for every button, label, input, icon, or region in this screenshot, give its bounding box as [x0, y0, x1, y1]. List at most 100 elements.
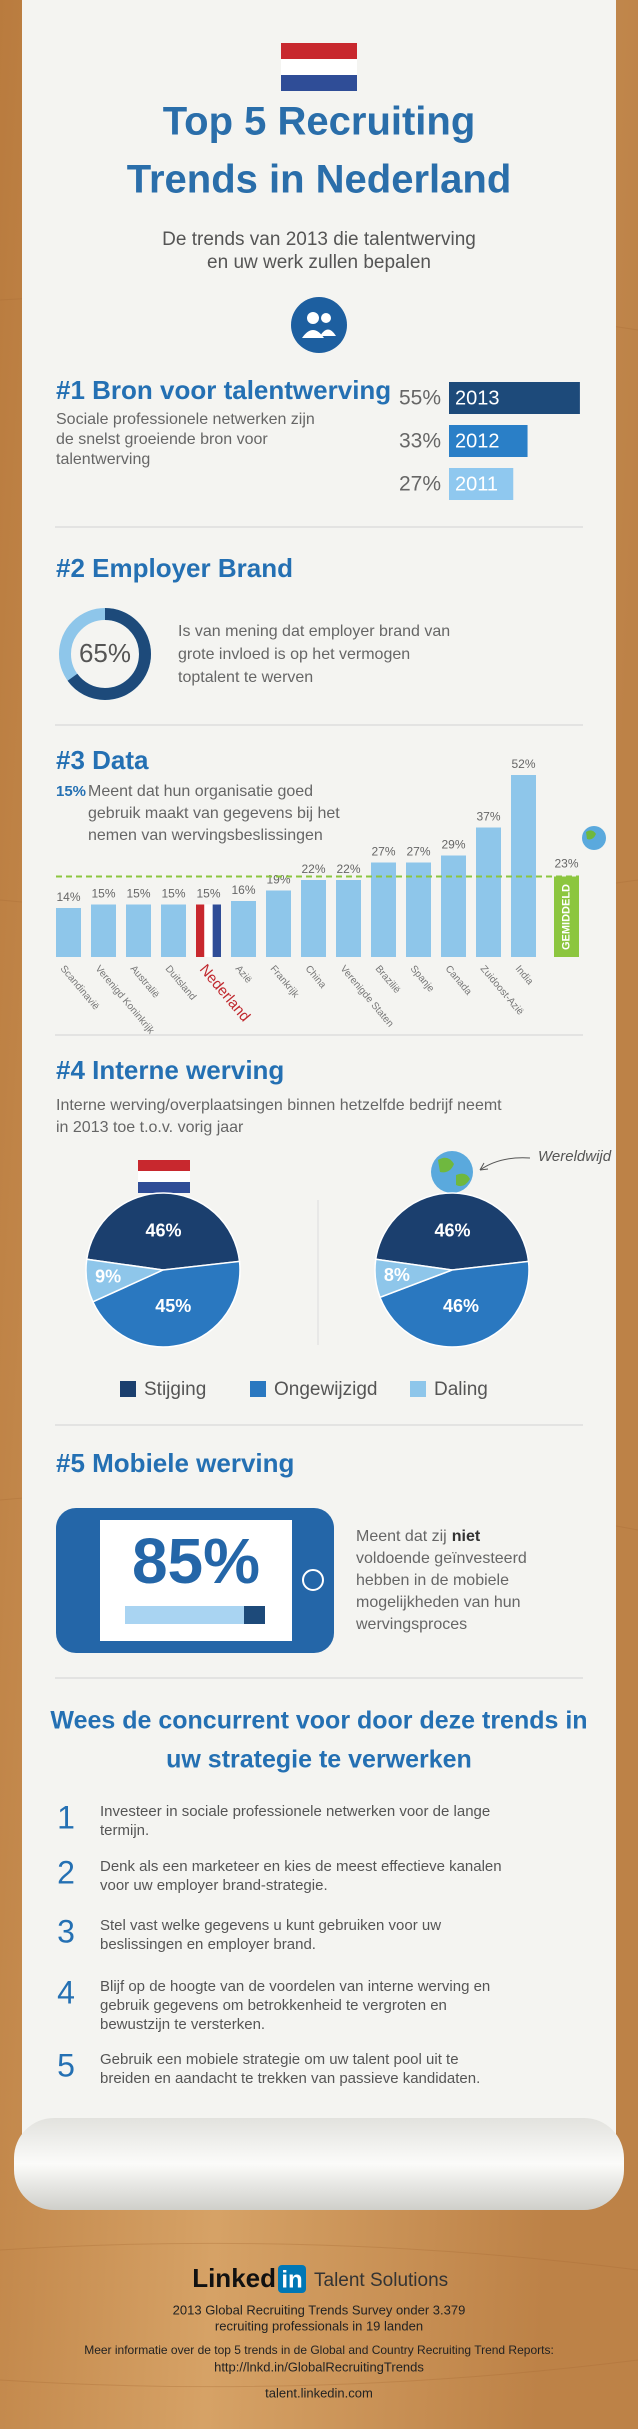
flag-small — [138, 1160, 190, 1193]
item-text: beslissingen en employer brand. — [100, 1936, 316, 1953]
bar — [406, 862, 431, 957]
value-label: 27% — [371, 845, 395, 859]
bar — [126, 904, 151, 957]
legend-swatch — [120, 1381, 136, 1397]
pie-slice — [374, 1192, 530, 1271]
item-text: breiden en aandacht te trekken van passi… — [100, 2070, 480, 2087]
value-label: 52% — [511, 757, 535, 771]
bar — [56, 908, 81, 957]
bar — [196, 904, 221, 957]
item-text: Blijf op de hoogte van de voordelen van … — [100, 1978, 490, 1995]
bar — [441, 855, 466, 957]
body-text: Meent dat zij — [356, 1528, 447, 1545]
slice-label: 45% — [155, 1296, 191, 1316]
body-text: Interne werving/overplaatsingen binnen h… — [56, 1097, 502, 1114]
subtitle: en uw werk zullen bepalen — [207, 252, 431, 273]
value-label: 15% — [91, 887, 115, 901]
average-bar — [554, 876, 579, 957]
value-label: 15% — [126, 887, 150, 901]
legend-entry: Ongewijzigd — [274, 1379, 378, 1400]
body-text: talentwerving — [56, 451, 150, 468]
value-label: 16% — [231, 883, 255, 897]
body-text: hebben in de mobiele — [356, 1572, 509, 1589]
body-text: grote invloed is op het vermogen — [178, 646, 410, 663]
pie-label: Wereldwijd — [538, 1148, 612, 1165]
heading: #4 Interne werving — [56, 1055, 284, 1085]
item-text: bewustzijn te versterken. — [100, 2016, 265, 2033]
bar — [91, 904, 116, 957]
value-label: 19% — [266, 873, 290, 887]
body-text: in 2013 toe t.o.v. vorig jaar — [56, 1119, 244, 1136]
bar — [449, 425, 528, 457]
average-name: GEMIDDELD — [560, 884, 572, 950]
people-icon — [291, 297, 347, 353]
value-label: 27% — [399, 473, 441, 496]
footer-url: talent.linkedin.com — [265, 2385, 373, 2400]
bar — [511, 775, 536, 957]
phone-value: 85% — [132, 1525, 260, 1597]
logo-box — [278, 2265, 306, 2293]
body-text: voldoende geïnvesteerd — [356, 1550, 527, 1567]
footer-line: http://lnkd.in/GlobalRecruitingTrends — [214, 2359, 424, 2374]
dividers — [55, 526, 583, 1679]
item-text: gebruik gegevens om betrokkenheid te ver… — [100, 1997, 447, 2014]
body-text: Is van mening dat employer brand van — [178, 623, 450, 640]
slice-label: 46% — [435, 1220, 471, 1240]
value-label: 15% — [161, 887, 185, 901]
item-number: 1 — [57, 1799, 75, 1835]
item-text: Gebruik een mobiele strategie om uw tale… — [100, 2051, 459, 2068]
value-label: 55% — [399, 387, 441, 410]
bar-stripe — [196, 904, 205, 957]
progress-bar — [125, 1606, 244, 1624]
item-text: Investeer in sociale professionele netwe… — [100, 1803, 490, 1820]
bar — [371, 862, 396, 957]
bar — [301, 880, 326, 957]
item-number: 4 — [57, 1974, 75, 2010]
bar — [449, 468, 514, 500]
subtitle: De trends van 2013 die talentwerving — [162, 229, 476, 250]
body-text: Meent dat hun organisatie goed — [88, 783, 313, 800]
footer-line: Meer informatie over de top 5 trends in … — [84, 2343, 554, 2357]
highlight: 15% — [56, 783, 86, 800]
heading: #3 Data — [56, 745, 149, 775]
pie-slice — [374, 1258, 453, 1299]
legend-swatch — [250, 1381, 266, 1397]
bar — [161, 904, 186, 957]
slice-label: 46% — [443, 1296, 479, 1316]
value-label: 37% — [476, 810, 500, 824]
legend-swatch — [410, 1381, 426, 1397]
slice-label: 9% — [95, 1267, 121, 1287]
body-text: gebruik maakt van gegevens bij het — [88, 805, 340, 822]
value-label: 15% — [196, 887, 220, 901]
average-label: 23% — [554, 857, 578, 871]
bar-stripe — [204, 904, 213, 957]
item-number: 5 — [57, 2047, 75, 2083]
logo-in: in — [281, 2266, 302, 2293]
value-label: 33% — [399, 430, 441, 453]
body-text: toptalent te werven — [178, 669, 313, 686]
body-text-bold: niet — [452, 1528, 481, 1545]
item-number: 3 — [57, 1913, 75, 1949]
heading: #5 Mobiele werving — [56, 1448, 294, 1478]
item-text: termijn. — [100, 1822, 149, 1839]
value-label: 22% — [301, 862, 325, 876]
value-label: 29% — [441, 838, 465, 852]
bar-category: 2011 — [455, 473, 498, 495]
value-label: 27% — [406, 845, 430, 859]
pie-slice — [85, 1258, 166, 1303]
bar-category: 2013 — [455, 387, 500, 409]
footer-line: 2013 Global Recruiting Trends Survey ond… — [173, 2302, 466, 2317]
pie-slice — [379, 1260, 530, 1348]
legend-entry: Daling — [434, 1379, 488, 1400]
donut-label: 65% — [79, 638, 131, 668]
paper — [22, 0, 616, 2135]
conclusion-heading: Wees de concurrent voor door deze trends… — [50, 1707, 587, 1735]
value-label: 14% — [56, 890, 80, 904]
value-label: 22% — [336, 862, 360, 876]
bar — [449, 382, 580, 414]
body-text: Sociale professionele netwerken zijn — [56, 411, 315, 428]
body-text: de snelst groeiende bron voor — [56, 431, 268, 448]
slice-label: 46% — [146, 1220, 182, 1240]
item-text: Denk als een marketeer en kies de meest … — [100, 1858, 502, 1875]
